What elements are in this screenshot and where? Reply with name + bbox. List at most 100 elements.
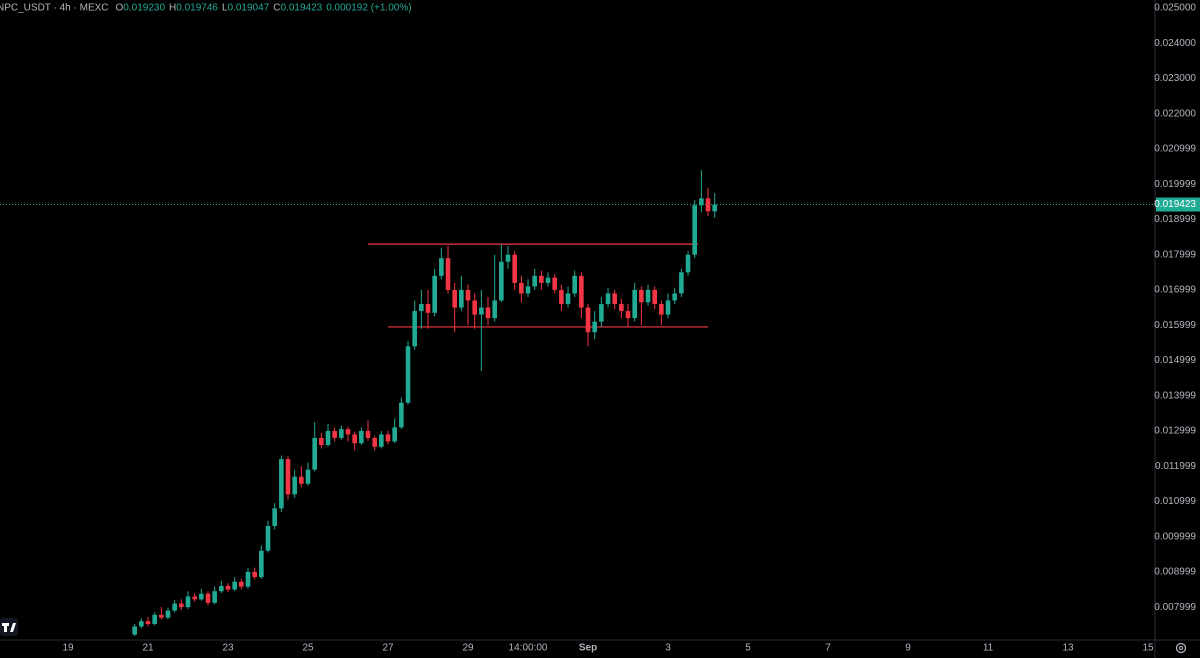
- candle-body: [452, 289, 457, 308]
- candle-body: [239, 581, 244, 587]
- candle-body: [585, 307, 591, 333]
- x-tick-label: 21: [142, 643, 154, 654]
- candle-body: [712, 204, 717, 212]
- y-tick-label: 0.022000: [1154, 108, 1196, 119]
- x-tick-label: 5: [745, 643, 751, 654]
- candle-body: [359, 430, 364, 444]
- candle-body: [459, 289, 464, 308]
- candle-body: [265, 526, 271, 551]
- candle-body: [225, 585, 231, 590]
- ohlc-label: L: [222, 3, 228, 14]
- candle-body: [245, 571, 251, 587]
- candle-body: [412, 311, 417, 347]
- ohlc-value: 0.019423: [280, 3, 322, 14]
- candle-body: [425, 304, 431, 313]
- candle-body: [539, 275, 544, 283]
- candle-body: [519, 282, 524, 294]
- x-tick-label: 27: [382, 643, 394, 654]
- candle-body: [465, 289, 471, 301]
- candle-body: [505, 254, 511, 262]
- candle-body: [352, 434, 357, 444]
- candle-body: [219, 585, 224, 592]
- y-tick-label: 0.019999: [1154, 179, 1196, 190]
- x-tick-label: 13: [1062, 643, 1074, 654]
- candle-body: [445, 258, 451, 290]
- ohlc-value: 0.019230: [123, 3, 165, 14]
- candle-body: [625, 311, 631, 319]
- candle-body: [699, 198, 704, 206]
- y-tick-label: 0.016999: [1154, 285, 1196, 296]
- y-tick-label: 0.023000: [1154, 73, 1196, 84]
- x-tick-label: 19: [62, 643, 74, 654]
- candle-body: [232, 581, 237, 590]
- candle-body: [419, 304, 424, 312]
- y-tick-label: 0.020999: [1154, 144, 1196, 155]
- x-tick-label: 11: [983, 643, 994, 654]
- candle-body: [172, 603, 177, 611]
- candle-body: [605, 293, 611, 305]
- candle-body: [579, 275, 584, 308]
- candle-body: [592, 321, 597, 333]
- y-tick-label: 0.017999: [1154, 249, 1196, 260]
- candle-body: [212, 591, 217, 603]
- legend: NPC_USDT · 4h · MEXC O 0.019230 H 0.019746 L…: [0, 3, 412, 14]
- candle-body: [252, 571, 257, 578]
- candle-body: [665, 300, 671, 315]
- candle-body: [512, 254, 517, 283]
- candle-body: [479, 307, 484, 315]
- last-price-badge: [1156, 197, 1200, 212]
- candle-body: [552, 277, 557, 290]
- x-tick-label: 14:00:00: [509, 643, 548, 654]
- x-tick-label: 29: [462, 643, 474, 654]
- candle-body: [685, 254, 691, 273]
- candle-body: [152, 614, 157, 625]
- x-tick-label: 9: [905, 643, 911, 654]
- last-price-label: 0.019423: [1154, 199, 1196, 210]
- candle-body: [205, 593, 211, 603]
- candle-body: [305, 469, 311, 484]
- candle-body: [325, 430, 331, 445]
- ohlc-label: H: [169, 3, 176, 14]
- candle-body: [392, 427, 397, 442]
- candle-body: [145, 621, 151, 625]
- candle-body: [259, 550, 264, 578]
- y-tick-label: 0.012999: [1154, 426, 1196, 437]
- candle-body: [565, 293, 571, 305]
- x-tick-label: Sep: [579, 643, 597, 654]
- candle-body: [319, 437, 324, 445]
- candle-body: [365, 430, 371, 438]
- candle-body: [472, 300, 477, 315]
- candle-body: [532, 275, 537, 287]
- candle-body: [599, 304, 604, 322]
- candle-body: [179, 603, 184, 608]
- candle-body: [339, 429, 344, 438]
- candle-body: [639, 289, 644, 303]
- y-tick-label: 0.009999: [1154, 531, 1196, 542]
- candle-body: [645, 289, 651, 303]
- ohlc-label: O: [116, 3, 124, 14]
- candle-body: [492, 300, 497, 319]
- candle-body: [705, 198, 711, 212]
- candle-body: [485, 307, 491, 319]
- x-tick-label: 7: [825, 643, 831, 654]
- candle-body: [405, 346, 411, 403]
- candle-body: [185, 596, 191, 608]
- candle-body: [312, 437, 317, 470]
- candle-body: [192, 596, 197, 600]
- candle-body: [292, 476, 297, 495]
- candle-body: [679, 272, 684, 294]
- y-tick-label: 0.018999: [1154, 214, 1196, 225]
- candle-body: [332, 430, 337, 438]
- y-tick-label: 0.015999: [1154, 320, 1196, 331]
- ohlc-label: C: [273, 3, 280, 14]
- y-tick-label: 0.011999: [1155, 461, 1196, 472]
- settings-icon[interactable]: [1175, 642, 1187, 654]
- candle-body: [439, 258, 444, 276]
- x-tick-label: 23: [222, 643, 234, 654]
- candle-body: [372, 437, 377, 447]
- candle-body: [132, 626, 137, 635]
- y-tick-label: 0.007999: [1154, 602, 1196, 613]
- candle-body: [165, 610, 171, 618]
